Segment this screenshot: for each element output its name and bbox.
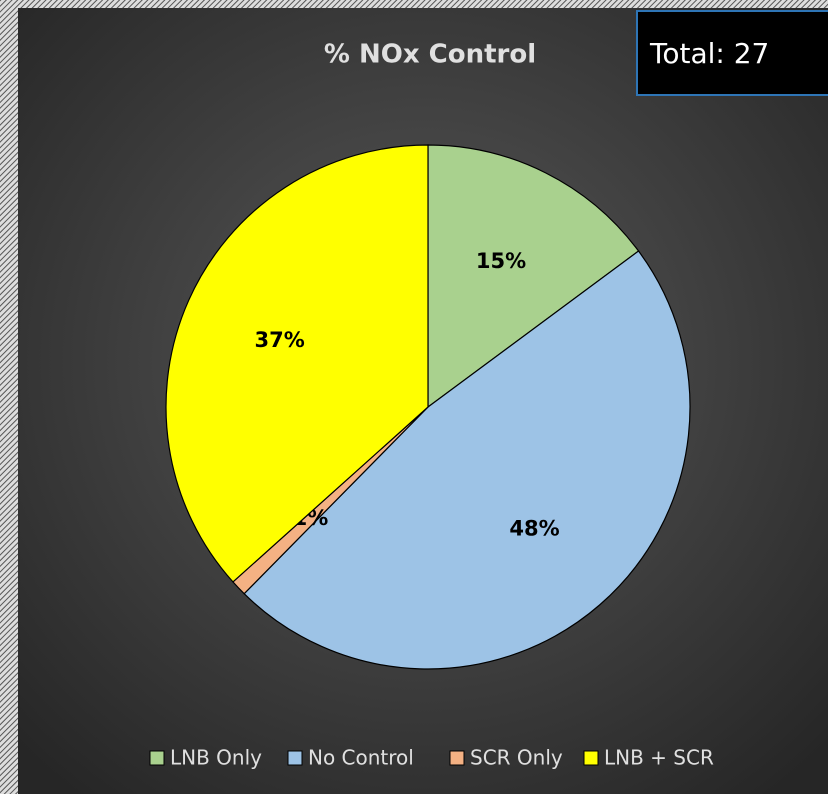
legend-label: SCR Only: [470, 746, 563, 770]
legend-label: No Control: [308, 746, 414, 770]
legend-swatch: [287, 750, 303, 766]
pie-slice: [165, 144, 429, 583]
data-label: 48%: [509, 517, 559, 541]
legend-swatch: [449, 750, 465, 766]
legend: LNB Only No Control SCR Only LNB + SCR: [149, 746, 714, 770]
pie: 15%48%1%37%: [165, 144, 691, 670]
chart-title: % NOx Control: [324, 40, 536, 70]
legend-label: LNB Only: [170, 746, 262, 770]
total-box: [636, 10, 828, 96]
total-label: Total: 27: [649, 37, 769, 70]
legend-label: LNB + SCR: [604, 746, 714, 770]
data-label: 37%: [255, 328, 305, 352]
data-label: 15%: [476, 249, 526, 273]
legend-swatch: [149, 750, 165, 766]
pie-slice: [427, 144, 640, 409]
legend-swatch: [583, 750, 599, 766]
pie-slice: [243, 250, 691, 670]
